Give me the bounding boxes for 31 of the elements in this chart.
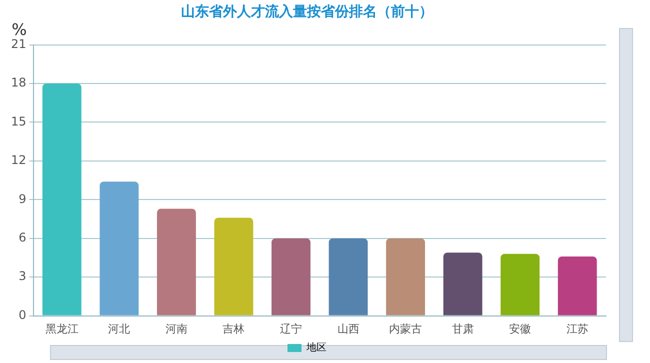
- y-tick-label: 9: [18, 192, 26, 206]
- bar: [500, 254, 540, 316]
- x-tick-label: 山西: [337, 322, 360, 336]
- legend-label: 地区: [306, 342, 326, 354]
- y-axis-title: %: [12, 20, 27, 39]
- bar: [386, 238, 426, 316]
- x-tick-label: 黑龙江: [45, 322, 78, 336]
- bar: [272, 238, 310, 316]
- x-tick-label: 吉林: [222, 322, 245, 336]
- x-tick-label: 江苏: [566, 322, 588, 336]
- y-tick-label: 12: [10, 153, 26, 168]
- bar: [42, 84, 82, 316]
- x-tick-label: 内蒙古: [389, 322, 422, 336]
- x-tick-label: 河南: [165, 322, 188, 336]
- chart-title: 山东省外人才流入量按省份排名（前十）: [181, 3, 433, 20]
- x-tick-label: 安徽: [509, 322, 532, 336]
- y-tick-label: 15: [10, 114, 26, 128]
- y-tick-label: 18: [10, 76, 26, 90]
- bar: [443, 252, 482, 316]
- bar: [328, 238, 368, 316]
- y-tick-label: 3: [18, 269, 26, 284]
- y-tick-label: 6: [18, 230, 26, 244]
- y-tick-label: 0: [18, 308, 26, 322]
- bar: [558, 256, 597, 316]
- bar: [100, 182, 139, 316]
- x-tick-label: 辽宁: [280, 322, 302, 336]
- y-tick-label: 21: [10, 36, 26, 51]
- bar: [156, 208, 196, 316]
- x-tick-label: 河北: [108, 322, 130, 336]
- x-tick-label: 甘肃: [452, 322, 474, 336]
- bar: [214, 218, 254, 316]
